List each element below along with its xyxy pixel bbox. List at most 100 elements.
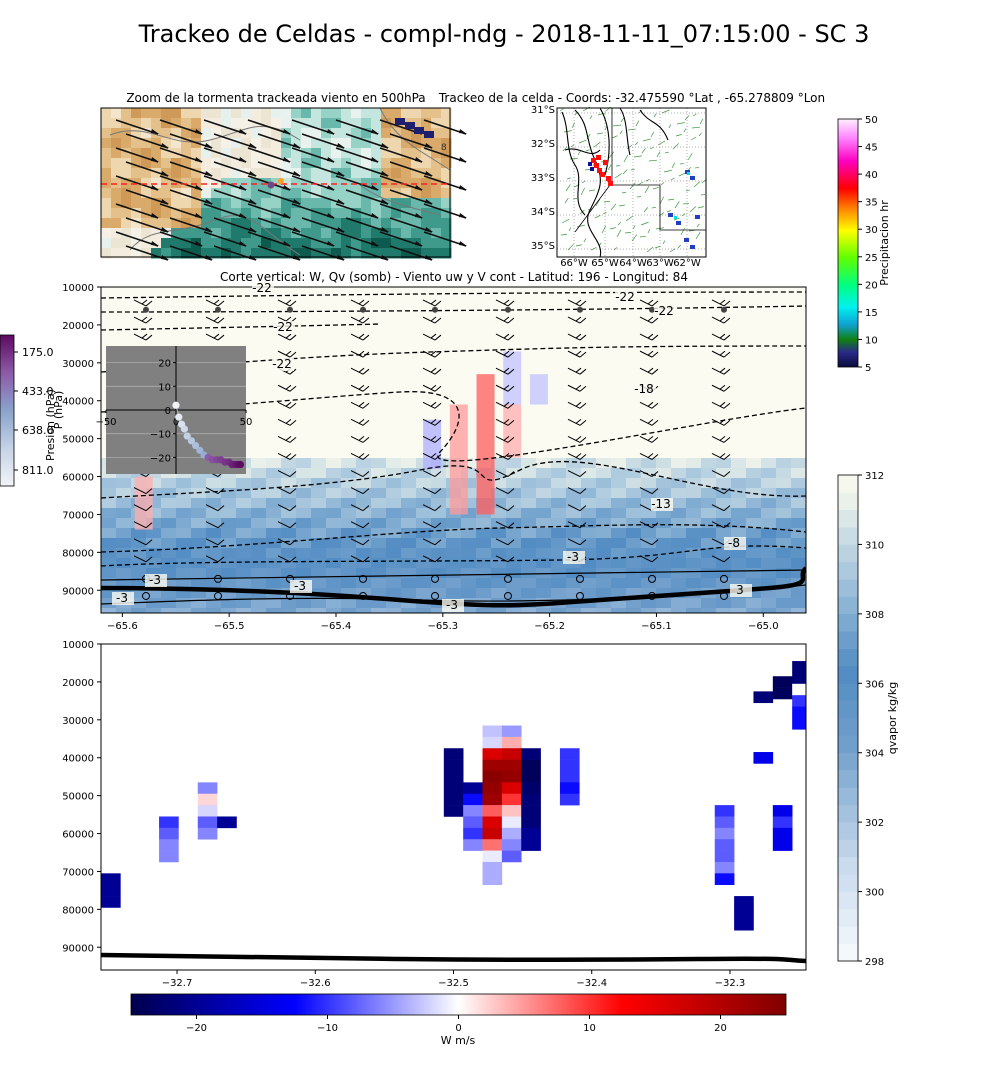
- cs-qvapor-cell: [191, 478, 207, 489]
- w-cell: [443, 770, 464, 783]
- map-vector: [616, 229, 622, 238]
- cs-y-tick-label: 40000: [62, 397, 94, 408]
- zoom-heat-cell: [141, 238, 152, 249]
- zoom-heat-cell: [121, 108, 132, 119]
- zoom-heat-cell: [301, 128, 312, 139]
- hodograph-points: [172, 401, 244, 469]
- cs-wind-barb-flag: [719, 333, 726, 339]
- cs-qvapor-cell: [506, 588, 522, 599]
- cs-qvapor-cell: [476, 538, 492, 549]
- cs-qvapor-cell: [191, 528, 207, 539]
- zoom-wind-vector: [423, 119, 467, 135]
- precip-tick-label: 45: [865, 143, 878, 154]
- cross-section-frame: [100, 286, 807, 614]
- w-colorbar-tick-label: −20: [186, 1023, 207, 1034]
- cs-barb-anchor: [649, 306, 655, 313]
- cs-wind-barb-flag: [723, 454, 731, 460]
- cs-wind-barb-flag: [289, 334, 297, 341]
- zoom-heat-cell: [391, 208, 402, 219]
- cs-qvapor-cell: [551, 508, 567, 519]
- cs-contour-label: -22: [273, 320, 293, 334]
- cs-wind-barb-flag: [217, 334, 225, 341]
- cs-qvapor-cell: [686, 608, 702, 613]
- map-vector: [693, 181, 701, 188]
- cs-wind-barb: [567, 316, 581, 324]
- map-precip-cell: [695, 215, 700, 219]
- cs-qvapor-cell: [476, 558, 492, 569]
- zoom-heat-cell: [231, 158, 242, 169]
- map-vector: [640, 221, 649, 226]
- zoom-heat-cell: [201, 158, 212, 169]
- zoom-heat-cell: [211, 148, 222, 159]
- zoom-heat-cell: [301, 168, 312, 179]
- qvapor-colorbar-segment: [838, 943, 858, 962]
- cs-qvapor-cell: [701, 458, 717, 469]
- zoom-heat-cell: [101, 228, 112, 239]
- cs-temperature-contour: [101, 305, 806, 313]
- cs-wind-barb-flag: [434, 556, 442, 563]
- cs-wind-barb-flag: [289, 539, 297, 546]
- zoom-wind-vector: [291, 119, 335, 135]
- precip-tick-label: 15: [865, 308, 878, 319]
- zoom-heat-cell: [421, 218, 432, 229]
- cs-qvapor-cell: [596, 588, 612, 599]
- w-cell: [521, 748, 541, 760]
- cs-wind-barb-flag: [575, 401, 582, 407]
- zoom-heat-cell: [241, 138, 252, 149]
- cs-qvapor-cell: [206, 498, 222, 509]
- cs-contour-label: -3: [294, 579, 306, 593]
- zoom-heat-cell: [431, 158, 442, 169]
- cs-qvapor-cell: [626, 478, 642, 489]
- cs-wind-barb: [639, 350, 653, 358]
- cs-qvapor-cell: [536, 478, 552, 489]
- w-cell: [482, 748, 503, 760]
- cs-qvapor-cell: [146, 498, 162, 509]
- cs-qvapor-cell: [461, 558, 477, 569]
- cs-qvapor-cell: [206, 608, 222, 613]
- w-cell: [482, 827, 503, 840]
- cs-qvapor-cell: [116, 578, 132, 589]
- zoom-heat-cell: [161, 238, 172, 249]
- w-cell: [482, 850, 503, 863]
- map-vector: [612, 124, 621, 127]
- cs-wind-barb: [350, 521, 364, 529]
- qvapor-colorbar-segment: [838, 908, 858, 927]
- cs-qvapor-cell: [311, 598, 327, 609]
- w-cell: [792, 706, 806, 719]
- cs-wind-barb: [350, 401, 364, 409]
- cs-contour-label: -3: [149, 573, 161, 587]
- zoom-heat-cell: [161, 148, 172, 159]
- cs-qvapor-cell: [611, 478, 627, 489]
- zoom-heat-cell: [101, 148, 112, 159]
- cs-qvapor-cell: [176, 498, 192, 509]
- map-vector: [613, 247, 618, 251]
- zoom-wind-arrowhead: [205, 143, 213, 148]
- zoom-heat-cell: [361, 108, 372, 119]
- cs-qvapor-cell: [356, 538, 372, 549]
- cs-wind-barb-flag: [647, 350, 654, 356]
- map-precip-cell: [591, 158, 596, 163]
- w-cell: [714, 850, 735, 863]
- cs-wind-barb: [495, 504, 509, 512]
- cs-qvapor-cell: [791, 498, 806, 509]
- cs-qvapor-cell: [296, 478, 312, 489]
- cs-qvapor-cell: [626, 578, 642, 589]
- zoom-heat-cell: [311, 208, 322, 219]
- cs-qvapor-cell: [191, 598, 207, 609]
- zoom-heat-cell: [141, 138, 152, 149]
- zoom-heat-cell: [221, 118, 232, 129]
- cs-qvapor-cell: [356, 508, 372, 519]
- zoom-heat-cell: [121, 138, 132, 149]
- map-precip-cell: [690, 245, 695, 249]
- cs-qvapor-cell: [476, 578, 492, 589]
- cs-qvapor-cell: [221, 608, 237, 613]
- cs-wind-barb: [711, 453, 725, 460]
- zoom-heat-cell: [231, 128, 242, 139]
- zoom-heat-cell: [361, 228, 372, 239]
- w-y-tick-label: 60000: [62, 830, 94, 841]
- zoom-heat-cell: [331, 128, 342, 139]
- hodo-point: [183, 432, 191, 440]
- qvapor-colorbar-segment: [838, 475, 858, 493]
- cs-qvapor-cell: [566, 578, 582, 589]
- w-section-content: [101, 644, 806, 970]
